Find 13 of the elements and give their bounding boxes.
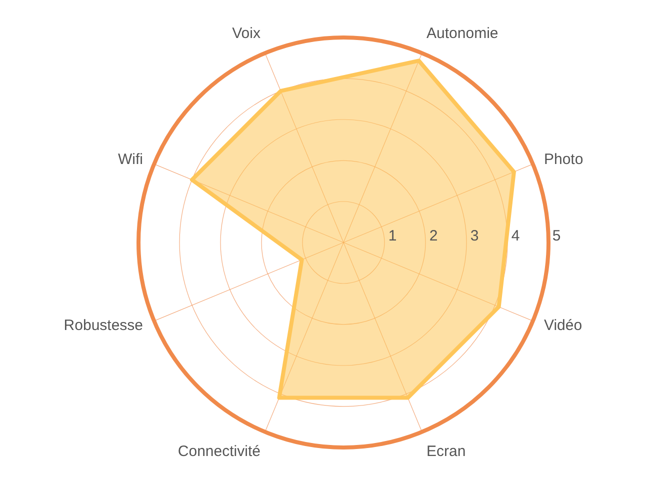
spoke-label: Autonomie — [426, 25, 498, 42]
spoke-label: Photo — [544, 150, 584, 168]
y-tick-label: 4 — [511, 228, 520, 244]
spoke-label: Ecran — [426, 442, 466, 460]
spoke-label: Vidéo — [544, 317, 582, 334]
spoke-label: Wifi — [118, 150, 144, 168]
y-tick-label: 5 — [552, 228, 561, 244]
spoke-label: Voix — [232, 25, 261, 42]
y-tick-label: 3 — [470, 228, 479, 244]
y-tick-label: 1 — [388, 228, 397, 244]
spoke-label: Connectivité — [178, 442, 260, 460]
spoke-label: Robustesse — [64, 317, 144, 334]
y-tick-label: 2 — [429, 228, 438, 244]
